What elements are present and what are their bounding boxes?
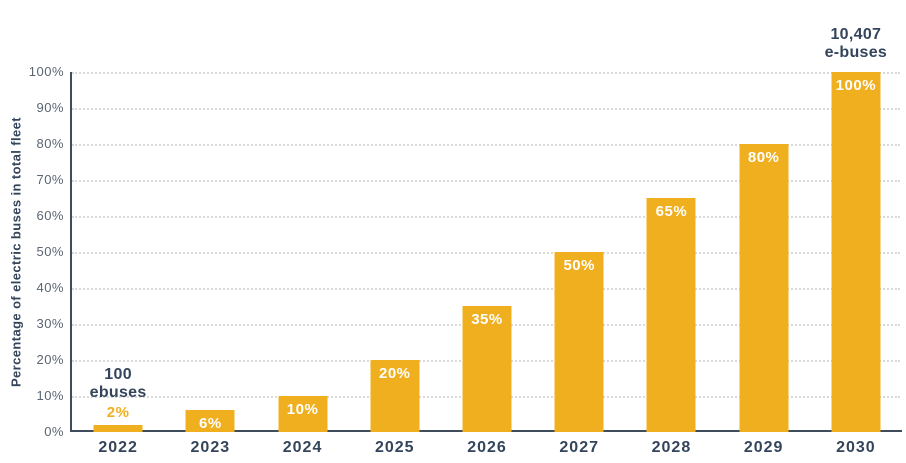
gridline-90 (72, 108, 900, 110)
y-tick-label-30: 30% (36, 316, 64, 331)
y-tick-label-50: 50% (36, 244, 64, 259)
bars-layer: 2% 100 ebuses 6% 10% 20% 35% 50% 65% 80% 10,407 e-b… (72, 26, 902, 432)
gridline-70 (72, 180, 900, 182)
annotation-line: e-buses (824, 44, 888, 61)
bar-2025: 20% (370, 360, 420, 432)
bar-2024: 10% (278, 396, 328, 432)
chart-column-2023: 6% (164, 72, 256, 432)
chart-column-2026: 35% (441, 72, 533, 432)
x-tick-label-2027: 2027 (559, 439, 599, 456)
bar-value-label-2026: 35% (471, 311, 503, 328)
y-tick-label-80: 80% (36, 136, 64, 151)
chart-column-2025: 20% (349, 72, 441, 432)
annotation-line: ebuses (89, 383, 147, 401)
x-tick-label-2025: 2025 (374, 439, 415, 456)
y-axis-line (70, 72, 72, 432)
y-tick-label-70: 70% (36, 172, 64, 187)
chart-column-2024: 10% (256, 72, 348, 432)
bar-annotation-2030: 10,407 e-buses (796, 26, 906, 62)
y-tick-label-40: 40% (36, 280, 64, 295)
x-tick-label-2024: 2024 (282, 439, 323, 456)
gridline-100 (72, 72, 900, 74)
chart-column-2022: 2% 100 ebuses (72, 72, 164, 432)
y-tick-label-0: 0% (44, 424, 64, 439)
chart-column-2029: 80% (718, 72, 810, 432)
bar-2029: 80% (739, 144, 789, 432)
bar-value-label-2029: 80% (747, 149, 780, 166)
x-tick-label-2028: 2028 (651, 439, 692, 456)
bar-2030: 100% (831, 72, 881, 432)
y-tick-label-100: 100% (28, 64, 64, 79)
bar-value-label-2024: 10% (286, 401, 319, 418)
annotation-line: 10,407 (830, 26, 882, 43)
y-tick-label-60: 60% (36, 208, 64, 223)
chart-column-2028: 65% (625, 72, 717, 432)
x-tick-label-2022: 2022 (98, 439, 138, 456)
gridline-80 (72, 144, 900, 146)
chart-column-2030: 10,407 e-buses 100% (810, 26, 902, 432)
y-tick-label-90: 90% (36, 100, 64, 115)
bar-value-label-2025: 20% (379, 365, 411, 382)
bar-2022 (93, 424, 143, 432)
bar-value-label-2028: 65% (655, 203, 688, 220)
bar-2023: 6% (185, 410, 235, 433)
x-tick-label-2029: 2029 (743, 439, 784, 456)
bar-2026: 35% (462, 306, 512, 432)
bar-2028: 65% (646, 198, 696, 432)
bar-value-label-2027: 50% (563, 257, 595, 274)
y-tick-label-10: 10% (36, 388, 64, 403)
x-tick-label-2026: 2026 (467, 439, 507, 456)
bar-value-label-2030: 100% (835, 77, 877, 94)
y-tick-label-20: 20% (36, 352, 64, 367)
gridline-40 (72, 288, 900, 290)
bar-2027: 50% (554, 252, 604, 432)
x-tick-label-2030: 2030 (836, 439, 876, 456)
gridline-60 (72, 216, 900, 218)
annotation-line: 100 (104, 365, 132, 383)
bar-annotation-2022: 100 ebuses (58, 366, 178, 402)
chart-column-2027: 50% (533, 72, 625, 432)
x-tick-label-2023: 2023 (190, 439, 231, 456)
bar-value-label-2023: 6% (198, 415, 222, 433)
bar-value-label-2022: 2% (106, 403, 130, 421)
gridline-50 (72, 252, 900, 254)
x-axis-tick-labels: 2022 2023 2024 2025 2026 2027 2028 2029 2030 (72, 439, 902, 457)
